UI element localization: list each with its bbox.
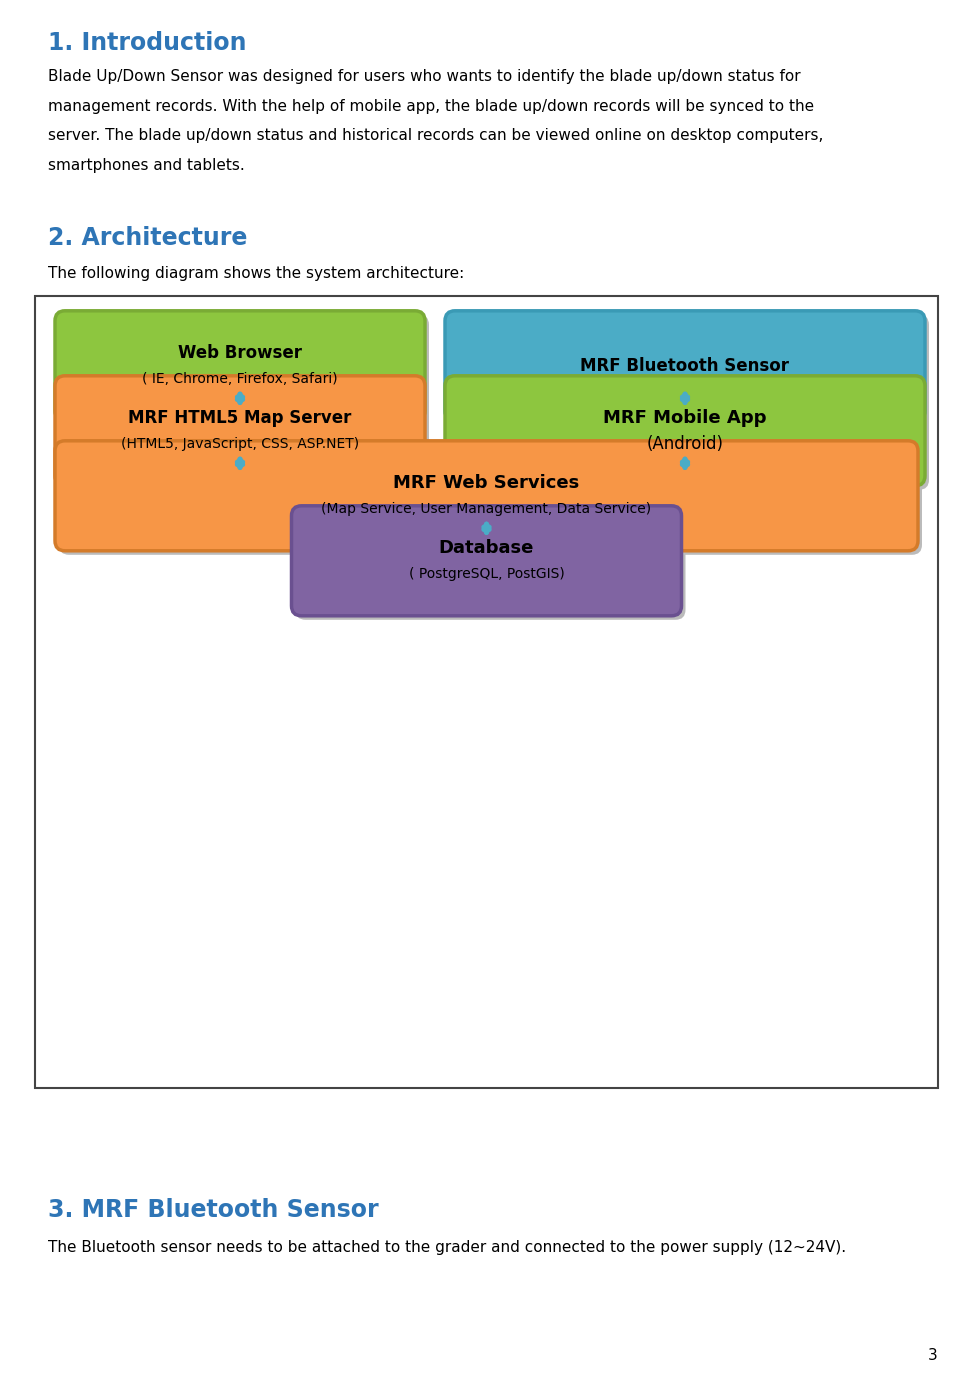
Text: smartphones and tablets.: smartphones and tablets.	[48, 158, 244, 173]
FancyBboxPatch shape	[445, 311, 925, 420]
Text: (Map Service, User Management, Data Service): (Map Service, User Management, Data Serv…	[321, 502, 652, 516]
Text: (HTML5, JavaScript, CSS, ASP.NET): (HTML5, JavaScript, CSS, ASP.NET)	[121, 437, 359, 451]
Text: The following diagram shows the system architecture:: The following diagram shows the system a…	[48, 266, 465, 281]
FancyBboxPatch shape	[55, 441, 918, 550]
Text: 3. MRF Bluetooth Sensor: 3. MRF Bluetooth Sensor	[48, 1198, 379, 1223]
Text: Web Browser: Web Browser	[178, 344, 302, 362]
Text: ( IE, Chrome, Firefox, Safari): ( IE, Chrome, Firefox, Safari)	[142, 372, 338, 386]
Text: 1. Introduction: 1. Introduction	[48, 30, 246, 55]
FancyBboxPatch shape	[445, 376, 925, 485]
Text: server. The blade up/down status and historical records can be viewed online on : server. The blade up/down status and his…	[48, 129, 823, 144]
Text: management records. With the help of mobile app, the blade up/down records will : management records. With the help of mob…	[48, 98, 814, 113]
Text: (Android): (Android)	[647, 434, 724, 452]
FancyBboxPatch shape	[295, 510, 686, 620]
FancyBboxPatch shape	[59, 445, 922, 555]
FancyBboxPatch shape	[55, 311, 425, 420]
Text: 3: 3	[928, 1348, 938, 1364]
Text: 2. Architecture: 2. Architecture	[48, 225, 247, 250]
Text: MRF Bluetooth Sensor: MRF Bluetooth Sensor	[581, 357, 790, 375]
FancyBboxPatch shape	[59, 315, 429, 425]
FancyBboxPatch shape	[291, 506, 682, 615]
FancyBboxPatch shape	[35, 296, 938, 1088]
FancyBboxPatch shape	[55, 376, 425, 485]
FancyBboxPatch shape	[59, 380, 429, 490]
Text: Blade Up/Down Sensor was designed for users who wants to identify the blade up/d: Blade Up/Down Sensor was designed for us…	[48, 69, 801, 84]
Text: ( PostgreSQL, PostGIS): ( PostgreSQL, PostGIS)	[409, 567, 564, 581]
FancyBboxPatch shape	[449, 380, 929, 490]
Text: MRF Web Services: MRF Web Services	[393, 474, 580, 492]
Text: MRF Mobile App: MRF Mobile App	[603, 409, 767, 427]
Text: Database: Database	[439, 539, 534, 557]
Text: MRF HTML5 Map Server: MRF HTML5 Map Server	[129, 409, 352, 427]
Text: The Bluetooth sensor needs to be attached to the grader and connected to the pow: The Bluetooth sensor needs to be attache…	[48, 1241, 846, 1254]
FancyBboxPatch shape	[449, 315, 929, 425]
